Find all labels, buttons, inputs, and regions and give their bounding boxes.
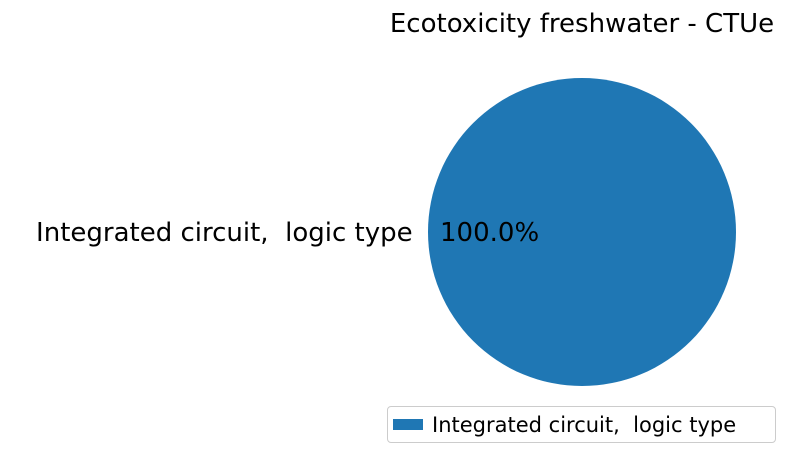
slice-percent-label: 100.0%: [440, 218, 539, 248]
slice-category-label: Integrated circuit, logic type: [36, 218, 413, 248]
legend: Integrated circuit, logic type: [387, 406, 776, 443]
pie-slice: [428, 78, 736, 386]
legend-swatch: [393, 419, 423, 430]
legend-entry-label: Integrated circuit, logic type: [432, 412, 737, 437]
chart-title: Ecotoxicity freshwater - CTUe: [390, 9, 774, 39]
pie-labels: Integrated circuit, logic type 100.0%: [36, 218, 539, 248]
pie-slices: [428, 78, 736, 386]
